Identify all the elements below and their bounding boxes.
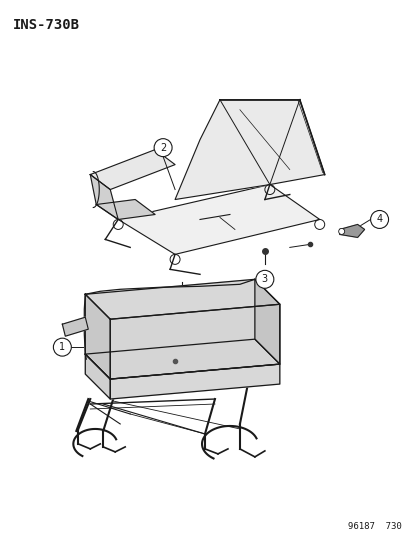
Polygon shape: [110, 364, 279, 399]
Text: 96187  730: 96187 730: [347, 522, 401, 531]
Circle shape: [255, 270, 273, 288]
Polygon shape: [175, 100, 324, 199]
Polygon shape: [90, 175, 118, 220]
Text: 2: 2: [159, 143, 166, 152]
Text: 3: 3: [261, 274, 267, 284]
Text: 4: 4: [375, 214, 382, 224]
Text: 1: 1: [59, 342, 65, 352]
Polygon shape: [85, 354, 110, 399]
Polygon shape: [85, 279, 279, 319]
Polygon shape: [110, 304, 279, 379]
Polygon shape: [339, 224, 364, 237]
Circle shape: [154, 139, 172, 157]
Circle shape: [370, 211, 388, 229]
Polygon shape: [85, 339, 279, 379]
Polygon shape: [90, 150, 175, 190]
Polygon shape: [85, 294, 110, 379]
Polygon shape: [96, 199, 155, 220]
Circle shape: [338, 229, 344, 235]
Circle shape: [53, 338, 71, 356]
Text: INS-730B: INS-730B: [12, 18, 79, 32]
Polygon shape: [254, 279, 279, 364]
Polygon shape: [62, 317, 88, 336]
Polygon shape: [118, 184, 319, 254]
